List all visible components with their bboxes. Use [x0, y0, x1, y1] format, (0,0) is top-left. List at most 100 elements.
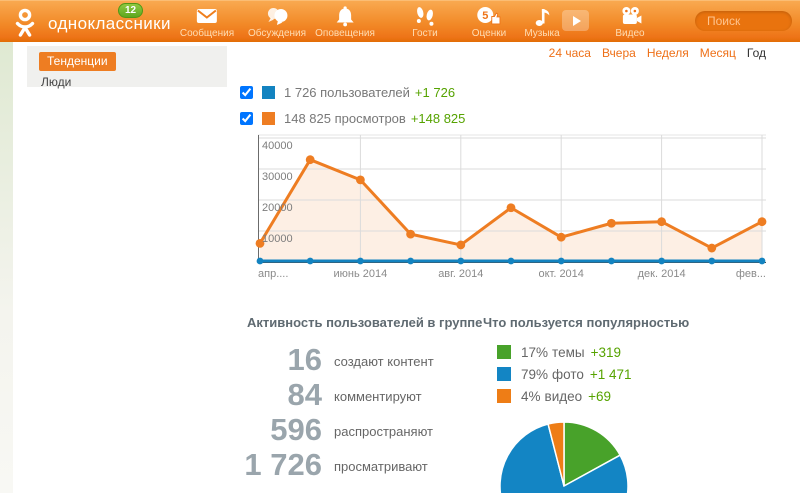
nav-item-music[interactable]: Музыка: [524, 5, 560, 39]
search-box: [695, 11, 792, 31]
nav-item-label: Гости: [412, 28, 438, 39]
users-data-point[interactable]: [407, 257, 414, 265]
x-axis-tick-label: июнь 2014: [334, 268, 388, 280]
views-data-point[interactable]: [356, 175, 365, 185]
views-data-point[interactable]: [707, 243, 717, 253]
nav-item-notifications[interactable]: Оповещения: [315, 5, 375, 39]
nav-item-discussions[interactable]: Обсуждения: [248, 5, 306, 39]
line-chart: 10000 20000 30000 40000 апр.... июнь 2014 авг.…: [255, 134, 767, 280]
views-series-checkbox[interactable]: [240, 111, 253, 125]
views-data-point[interactable]: [305, 155, 315, 165]
filter-week[interactable]: Неделя: [646, 46, 689, 60]
ok-logo-icon: [15, 8, 35, 37]
users-data-point[interactable]: [658, 257, 665, 265]
filter-24h[interactable]: 24 часа: [548, 46, 591, 60]
pie-legend-item-topics[interactable]: 17% темы +319: [497, 341, 632, 363]
topics-swatch: [497, 345, 511, 359]
video-camera-icon: [622, 7, 641, 24]
users-data-point[interactable]: [306, 257, 314, 265]
activity-label: просматривают: [334, 459, 428, 474]
activity-label: комментируют: [334, 389, 422, 404]
views-data-point[interactable]: [757, 217, 767, 227]
nav-item-video[interactable]: Видео: [615, 5, 645, 39]
pie-pct: 4%: [521, 388, 541, 404]
popularity-section-title: Что пользуется популярностью: [483, 315, 690, 330]
pie-legend-item-videos[interactable]: 4% видео +69: [497, 385, 632, 407]
nav-item-label: Сообщения: [179, 28, 235, 39]
y-axis-tick-label: 40000: [262, 140, 293, 152]
activity-label: создают контент: [334, 354, 434, 369]
series-legend-item-users[interactable]: 1 726 пользователей +1 726: [240, 79, 465, 105]
logo[interactable]: одноклассники 12: [10, 3, 170, 40]
series-label: 1 726 пользователей: [284, 84, 410, 100]
activity-row-comment: 84 комментируют: [238, 377, 488, 412]
search-input[interactable]: [695, 11, 792, 31]
views-data-point[interactable]: [657, 217, 666, 227]
users-data-point[interactable]: [457, 257, 465, 265]
y-axis-tick-label: 10000: [262, 233, 293, 245]
bell-icon: [336, 6, 354, 27]
music-note-icon: [535, 9, 549, 26]
activity-row-view: 1 726 просматривают: [238, 447, 488, 482]
pie-pct: 79%: [521, 366, 549, 382]
nav-item-messages[interactable]: Сообщения: [180, 5, 234, 39]
series-label: 148 825 просмотров: [284, 110, 406, 126]
pie-label: видео: [544, 388, 583, 404]
pie-pct: 17%: [521, 344, 549, 360]
nav-item-label: Оповещения: [315, 28, 375, 39]
sidebar-item-trends[interactable]: Тенденции: [39, 52, 116, 71]
play-icon: [572, 15, 581, 26]
footprints-icon: [417, 7, 434, 26]
views-data-point[interactable]: [607, 218, 616, 228]
views-data-point[interactable]: [556, 232, 566, 242]
activity-label: распространяют: [334, 424, 434, 439]
x-axis-tick-label: дек. 2014: [638, 268, 686, 280]
pie-slice-фото[interactable]: [499, 423, 629, 493]
notification-badge[interactable]: 12: [118, 3, 144, 18]
users-data-point[interactable]: [708, 257, 716, 265]
views-data-point[interactable]: [406, 229, 415, 239]
activity-row-create: 16 создают контент: [238, 342, 488, 377]
now-playing-button[interactable]: [562, 10, 589, 31]
videos-swatch: [497, 389, 511, 403]
users-series-swatch: [262, 85, 275, 99]
users-data-point[interactable]: [608, 257, 615, 265]
nav-item-label: Музыка: [524, 28, 560, 39]
activity-value: 1 726: [244, 446, 322, 482]
filter-year-selected[interactable]: Год: [746, 46, 766, 60]
x-axis-tick-label: апр....: [258, 268, 288, 280]
filter-yesterday[interactable]: Вчера: [601, 46, 636, 60]
pie-slice-темы[interactable]: [563, 421, 622, 488]
users-data-point[interactable]: [758, 257, 766, 265]
filter-month[interactable]: Месяц: [699, 46, 736, 60]
series-legend-item-views[interactable]: 148 825 просмотров +148 825: [240, 105, 465, 131]
page-edge-strip: [0, 42, 13, 493]
users-data-point[interactable]: [507, 257, 515, 265]
views-series-swatch: [262, 111, 275, 125]
time-range-filters: 24 часа Вчера Неделя Месяц Год: [549, 46, 766, 60]
pie-slice-видео[interactable]: [547, 421, 565, 487]
users-series-checkbox[interactable]: [240, 85, 253, 99]
users-data-point[interactable]: [557, 257, 565, 265]
sidebar-item-people[interactable]: Люди: [41, 75, 72, 89]
nav-item-label: Оценки: [471, 28, 507, 39]
nav-item-guests[interactable]: Гости: [412, 5, 438, 39]
pie-delta: +1 471: [589, 366, 632, 382]
x-axis-tick-label: фев...: [736, 268, 766, 280]
users-data-point[interactable]: [357, 257, 364, 265]
views-data-point[interactable]: [456, 240, 466, 250]
nav-item-ratings[interactable]: 5 Оценки: [472, 5, 506, 39]
activity-value: 84: [287, 376, 322, 412]
chart-series-legend: 1 726 пользователей +1 726 148 825 просм…: [240, 79, 465, 131]
users-data-point[interactable]: [256, 257, 264, 265]
views-data-point[interactable]: [255, 239, 265, 248]
x-axis-tick-label: окт. 2014: [538, 268, 583, 280]
svg-text:5: 5: [482, 10, 488, 22]
y-axis-tick-label: 30000: [262, 171, 293, 183]
activity-section-title: Активность пользователей в группе: [247, 315, 483, 330]
pie-legend-item-photos[interactable]: 79% фото +1 471: [497, 363, 632, 385]
sidebar: Тенденции Люди: [27, 46, 227, 89]
views-data-point[interactable]: [506, 203, 516, 213]
x-axis-tick-label: авг. 2014: [438, 268, 483, 280]
